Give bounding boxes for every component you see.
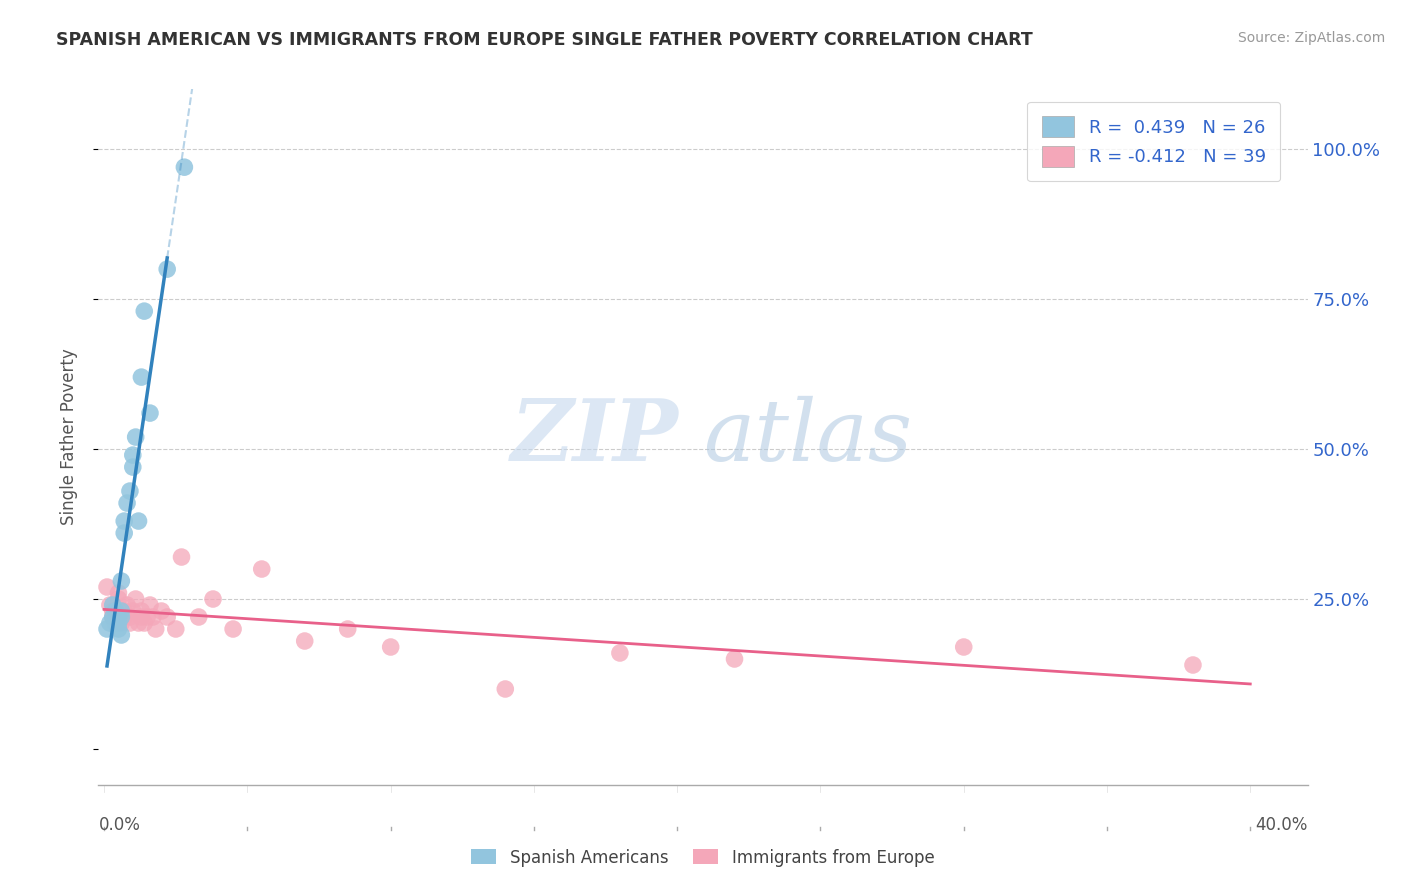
- Point: [104, 604, 127, 618]
- Point: [723, 652, 745, 666]
- Text: 40.0%: 40.0%: [1256, 816, 1308, 834]
- Point: [150, 604, 173, 618]
- Point: [110, 610, 132, 624]
- Point: [118, 484, 141, 499]
- Point: [96, 580, 118, 594]
- Point: [173, 160, 195, 174]
- Text: SPANISH AMERICAN VS IMMIGRANTS FROM EUROPE SINGLE FATHER POVERTY CORRELATION CHA: SPANISH AMERICAN VS IMMIGRANTS FROM EURO…: [56, 31, 1033, 49]
- Point: [98, 598, 121, 612]
- Point: [609, 646, 631, 660]
- Point: [131, 370, 153, 384]
- Point: [131, 604, 153, 618]
- Y-axis label: Single Father Poverty: Single Father Poverty: [59, 349, 77, 525]
- Point: [101, 604, 124, 618]
- Point: [118, 610, 141, 624]
- Point: [112, 526, 135, 541]
- Point: [124, 592, 146, 607]
- Point: [107, 615, 129, 630]
- Point: [110, 604, 132, 618]
- Point: [139, 406, 162, 420]
- Text: atlas: atlas: [703, 396, 912, 478]
- Point: [98, 615, 121, 630]
- Point: [107, 592, 129, 607]
- Point: [202, 592, 225, 607]
- Point: [101, 610, 124, 624]
- Point: [142, 610, 165, 624]
- Point: [134, 615, 156, 630]
- Point: [112, 604, 135, 618]
- Point: [156, 262, 179, 277]
- Point: [110, 628, 132, 642]
- Point: [124, 430, 146, 444]
- Point: [121, 448, 143, 462]
- Point: [107, 586, 129, 600]
- Point: [494, 681, 516, 696]
- Point: [101, 598, 124, 612]
- Point: [118, 615, 141, 630]
- Point: [112, 514, 135, 528]
- Text: Source: ZipAtlas.com: Source: ZipAtlas.com: [1237, 31, 1385, 45]
- Point: [380, 640, 402, 654]
- Point: [250, 562, 273, 576]
- Point: [104, 615, 127, 630]
- Point: [222, 622, 245, 636]
- Point: [156, 610, 179, 624]
- Point: [131, 610, 153, 624]
- Point: [128, 514, 150, 528]
- Point: [121, 460, 143, 475]
- Point: [170, 549, 193, 564]
- Point: [294, 634, 316, 648]
- Point: [107, 610, 129, 624]
- Point: [952, 640, 974, 654]
- Text: 0.0%: 0.0%: [98, 816, 141, 834]
- Point: [336, 622, 359, 636]
- Legend: Spanish Americans, Immigrants from Europe: Spanish Americans, Immigrants from Europ…: [465, 842, 941, 873]
- Point: [136, 610, 159, 624]
- Point: [1181, 658, 1204, 673]
- Point: [115, 598, 138, 612]
- Point: [112, 610, 135, 624]
- Point: [134, 304, 156, 318]
- Point: [121, 604, 143, 618]
- Point: [145, 622, 167, 636]
- Point: [104, 604, 127, 618]
- Point: [115, 496, 138, 510]
- Point: [110, 574, 132, 588]
- Point: [110, 615, 132, 630]
- Point: [101, 610, 124, 624]
- Point: [187, 610, 209, 624]
- Point: [128, 615, 150, 630]
- Point: [107, 622, 129, 636]
- Text: ZIP: ZIP: [510, 395, 679, 479]
- Point: [96, 622, 118, 636]
- Point: [165, 622, 187, 636]
- Point: [139, 598, 162, 612]
